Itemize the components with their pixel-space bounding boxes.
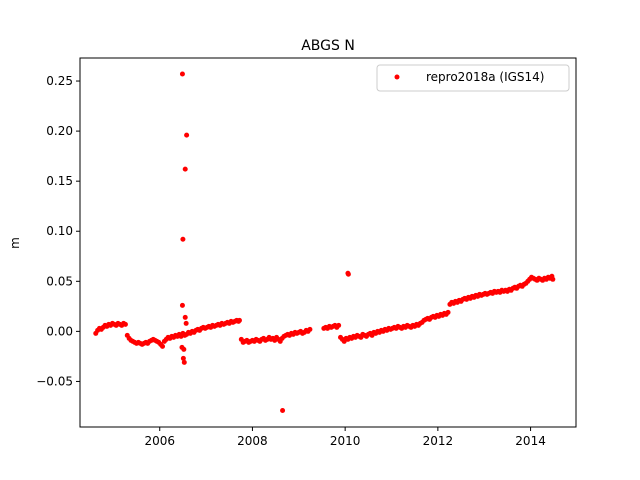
x-tick-label: 2010 [330, 434, 361, 448]
data-point [179, 71, 185, 77]
data-point [345, 271, 351, 277]
data-point [184, 132, 190, 138]
data-point [280, 407, 286, 413]
data-point [336, 322, 342, 328]
data-point [445, 309, 451, 315]
x-axis: 2006 2008 2010 2012 2014 [144, 427, 546, 448]
x-tick-label: 2008 [237, 434, 268, 448]
data-point [180, 236, 186, 242]
data-point [550, 276, 556, 282]
data-point [307, 326, 313, 332]
data-point [181, 359, 187, 365]
chart-title: ABGS N [301, 38, 355, 54]
data-point [236, 317, 242, 323]
data-point [160, 343, 166, 349]
legend-marker [394, 74, 400, 80]
legend-label: repro2018a (IGS14) [426, 70, 544, 84]
y-axis-title: m [8, 237, 22, 249]
y-tick-label: 0.20 [46, 124, 73, 138]
y-tick-label: 0.15 [46, 174, 73, 188]
y-tick-label: 0.10 [46, 224, 73, 238]
y-axis: −0.05 0.00 0.05 0.10 0.15 0.20 0.25 [36, 74, 80, 388]
y-tick-label: −0.05 [36, 374, 73, 388]
data-point [179, 344, 185, 350]
y-tick-label: 0.05 [46, 274, 73, 288]
y-tick-label: 0.25 [46, 74, 73, 88]
legend-box [376, 64, 570, 92]
data-point [180, 355, 186, 361]
data-point [182, 314, 188, 320]
data-points [93, 71, 556, 413]
y-tick-label: 0.00 [46, 324, 73, 338]
plot-frame [79, 57, 577, 428]
data-point [183, 320, 189, 326]
x-tick-label: 2014 [515, 434, 546, 448]
data-point [179, 302, 185, 308]
x-tick-label: 2006 [144, 434, 175, 448]
data-point [182, 166, 188, 172]
data-point [122, 321, 128, 327]
x-tick-label: 2012 [423, 434, 454, 448]
legend: repro2018a (IGS14) [376, 64, 570, 92]
